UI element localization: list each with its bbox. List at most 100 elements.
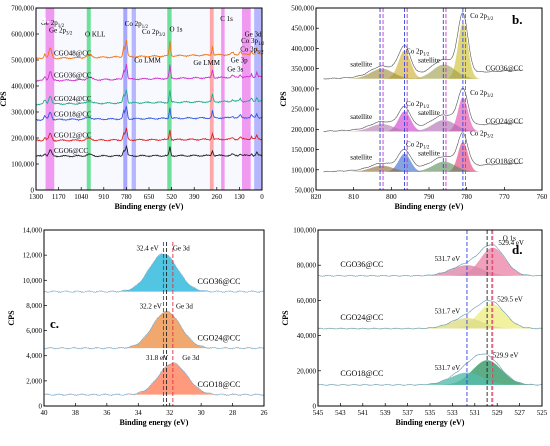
panel-a-ytick-label: 400,000 (11, 83, 34, 91)
panel-d-raw-line (318, 353, 543, 386)
panel-c-xtick-label: 28 (229, 409, 237, 417)
panel-a-ytick-label: 0 (31, 187, 35, 195)
panel-b-satellite-label: satellite (350, 154, 372, 162)
panel-c-ytick-label: 8,000 (26, 302, 42, 310)
panel-a-series-line (35, 64, 263, 82)
panel-c-ge-label: Ge 3d (173, 245, 190, 253)
panel-d-peak-label: 529.9 eV (493, 352, 519, 360)
panel-a-annotation: Co 3p3/2 (240, 46, 264, 56)
panel-b-peak-fill (316, 120, 542, 132)
panel-c-frame (43, 229, 265, 407)
panel-a-band (167, 8, 172, 190)
panel-b-ytick-label: 50,000 (295, 187, 315, 195)
panel-b-peak-fill (316, 68, 542, 79)
panel-a-annotation: O KLL (85, 31, 105, 39)
panel-c-ylabel: CPS (7, 310, 16, 326)
panel-a-ytick-label: 100,000 (11, 161, 34, 169)
panel-a-band (221, 8, 225, 190)
panel-b-series-label: CGO18@CC (486, 158, 524, 166)
panel-b-xtick-label: 780 (461, 193, 472, 201)
panel-b-co-half-label-sub: 1/2 (423, 105, 430, 110)
panel-a: CGO6@CC CGO12@CC CGO18@CC CGO24@CC CGO36@CC C… (0, 5, 265, 212)
panel-c-series-label: CGO36@CC (197, 277, 240, 286)
panel-d-ytick-label: 80,000 (297, 262, 317, 270)
panel-a-annotation-sub: 3/2 (257, 51, 264, 56)
panel-c-xtick-label: 30 (198, 409, 206, 417)
panel-b-envelope-line (323, 12, 523, 80)
panel-a-annotation: Ge 2p3/2 (49, 27, 73, 37)
panel-c: CGO18@CC 31.8 eV Ge 3d CGO24@CC 32.2 eV Ge 3d… (7, 227, 268, 428)
panel-b-co-three-label: Co 2p3/2 (470, 129, 494, 139)
panel-a-xtick-label: 390 (189, 193, 200, 201)
panel-d-xlabel: Binding energy (eV) (396, 418, 465, 427)
panel-d-raw-line (317, 244, 543, 277)
panel-d-peak-label: 531.7 eV (435, 308, 461, 316)
panel-d-ytick-label: 40,000 (297, 332, 317, 340)
panel-a-xtick-label: 130 (234, 193, 245, 201)
panel-a-ytick-label: 200,000 (11, 135, 34, 143)
panel-a-annotation: Co LMM (134, 57, 161, 65)
panel-a-annotation: Ge 2p1/2 (41, 19, 65, 29)
panel-a-annotation: Ge 3d (245, 31, 262, 39)
panel-c-xtick-label: 38 (72, 409, 80, 417)
panel-a-annotation: Ge 3p (231, 57, 248, 65)
panel-b-satellite-label: satellite (418, 109, 440, 117)
panel-a-series-label: CGO24@CC (54, 95, 92, 103)
panel-a-xtick-label: 0 (260, 193, 264, 201)
panel-b-ylabel: CPS (279, 91, 288, 107)
panel-a-annotation: Co 2p3/2 (142, 28, 166, 38)
panel-a-series-line (35, 106, 263, 122)
panel-b-xtick-label: 760 (537, 193, 548, 201)
panel-d-ytick-label: 100,000 (293, 227, 316, 235)
panel-c-xtick-label: 34 (135, 409, 143, 417)
panel-b-envelope-line (323, 87, 523, 132)
panel-d-xtick-label: 537 (402, 409, 413, 417)
panel-a-annotation-sub: 3/2 (66, 32, 73, 37)
panel-c-raw-line (43, 310, 265, 350)
panel-c-peak-fill (44, 311, 264, 349)
panel-b-xtick-label: 800 (386, 193, 397, 201)
panel-b-co-half-label: Co 2p1/2 (406, 140, 430, 150)
panel-b-co-half-label: Co 2p1/2 (406, 100, 430, 110)
panel-b-co-half-label: Co 2p1/2 (406, 47, 430, 57)
panel-c-ge-label: Ge 3d (182, 354, 199, 362)
panel-c-peak-label: 32.2 eV (140, 303, 162, 311)
panel-a-xtick-label: 260 (212, 193, 223, 201)
panel-c-series-label: CGO24@CC (197, 334, 240, 343)
panel-c-raw-line (44, 362, 265, 397)
panel-a-letter: a. (40, 11, 50, 26)
panel-b-ytick-label: 200,000 (291, 126, 314, 134)
panel-d-peak-label: 531.7 eV (435, 364, 461, 372)
panel-a-series-label: CGO48@CC (54, 50, 92, 58)
panel-a-annotation-sub: 3/2 (159, 33, 166, 38)
panel-d-peak-label: 531.7 eV (435, 255, 461, 263)
panel-a-band (123, 8, 128, 190)
panel-a-xtick-label: 650 (144, 193, 155, 201)
panel-a-series-label: CGO36@CC (54, 72, 92, 80)
panel-b-peak-fill (316, 64, 542, 79)
panel-a-band (45, 8, 55, 190)
panel-b-peak-fill (316, 165, 542, 172)
panel-a-band (242, 8, 251, 190)
panel-d-xtick-label: 531 (470, 409, 481, 417)
panel-b-satellite-label: satellite (418, 57, 440, 65)
panel-d-xtick-label: 533 (447, 409, 458, 417)
panel-c-peak-label: 31.8 eV (146, 354, 168, 362)
panel-b-peak-fill (316, 161, 542, 172)
panel-a-annotation: Co 2p1/2 (125, 20, 149, 30)
panel-b-satellite-label: satellite (418, 150, 440, 158)
panel-a-annotation-sub: 1/2 (142, 25, 149, 30)
panel-a-annotation: Ge 3s (227, 66, 243, 74)
panel-b-xtick-label: 790 (424, 193, 435, 201)
panel-c-ytick-label: 4,000 (26, 352, 42, 360)
panel-c-peak-fill (44, 253, 264, 292)
panel-c-xtick-label: 36 (103, 409, 111, 417)
panel-c-xlabel: Binding energy (eV) (120, 418, 189, 427)
panel-a-xlabel: Binding energy (eV) (115, 202, 184, 211)
panel-d-ytick-label: 60,000 (297, 297, 317, 305)
panel-d-peak-fill (318, 372, 542, 385)
panel-a-band (209, 8, 214, 190)
panel-a-band (131, 8, 136, 190)
panel-b-peak-fill (316, 124, 542, 132)
